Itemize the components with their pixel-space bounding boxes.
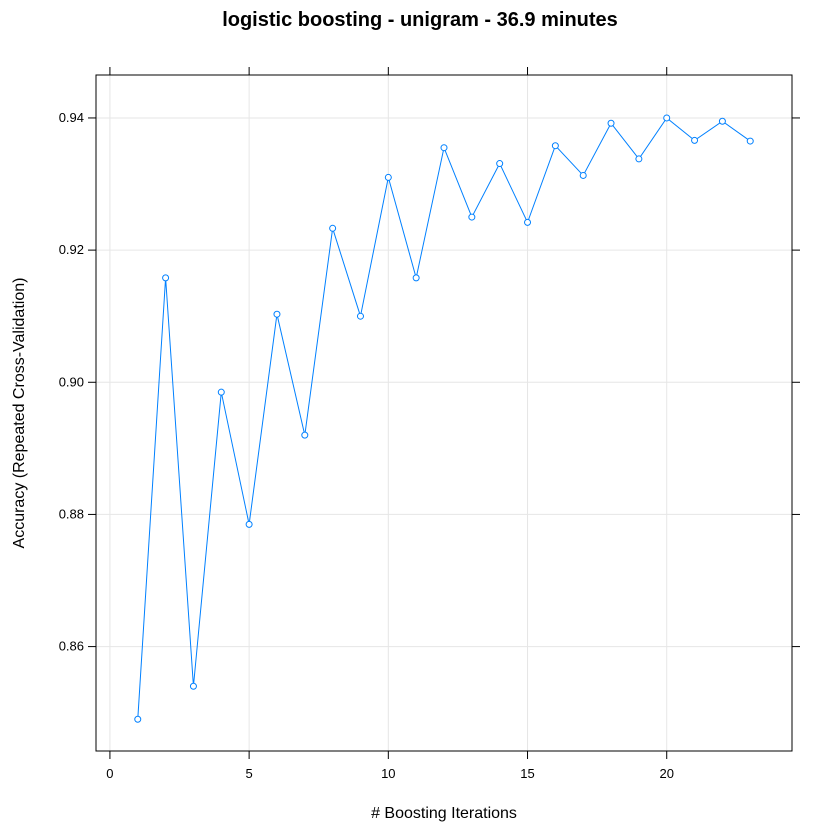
data-point xyxy=(245,520,253,528)
data-point xyxy=(134,715,142,723)
gridlines xyxy=(96,75,792,751)
data-point xyxy=(440,144,448,152)
data-point xyxy=(718,117,726,125)
data-point xyxy=(384,173,392,181)
y-tick-label: 0.88 xyxy=(59,506,84,521)
plot-frame xyxy=(95,74,793,752)
data-point xyxy=(635,155,643,163)
data-point xyxy=(691,136,699,144)
data-point xyxy=(579,171,587,179)
data-point xyxy=(412,274,420,282)
data-point xyxy=(663,114,671,122)
data-point xyxy=(746,137,754,145)
data-point xyxy=(301,431,309,439)
chart-title: logistic boosting - unigram - 36.9 minut… xyxy=(222,9,618,31)
x-tick-label: 15 xyxy=(520,766,534,781)
y-tick-label: 0.86 xyxy=(59,639,84,654)
x-tick-label: 20 xyxy=(659,766,673,781)
data-point xyxy=(468,213,476,221)
data-point xyxy=(607,119,615,127)
data-point xyxy=(217,388,225,396)
y-tick-label: 0.90 xyxy=(59,374,84,389)
data-point xyxy=(496,160,504,168)
y-tick-label: 0.94 xyxy=(59,110,84,125)
axis-ticks xyxy=(88,67,800,759)
data-point xyxy=(273,310,281,318)
axis-tick-labels: 0 5 10 15 20 0.86 0.88 0.90 0.92 0.94 xyxy=(59,110,674,781)
data-point xyxy=(524,218,532,226)
data-point xyxy=(189,682,197,690)
y-axis-label: Accuracy (Repeated Cross-Validation) xyxy=(11,278,28,549)
data-point xyxy=(356,312,364,320)
x-tick-label: 0 xyxy=(106,766,113,781)
y-tick-label: 0.92 xyxy=(59,242,84,257)
x-axis-label: # Boosting Iterations xyxy=(371,805,517,822)
x-tick-label: 10 xyxy=(381,766,395,781)
x-tick-label: 5 xyxy=(246,766,253,781)
data-point xyxy=(329,224,337,232)
point-layer xyxy=(134,114,754,723)
data-point xyxy=(551,142,559,150)
data-point xyxy=(162,274,170,282)
